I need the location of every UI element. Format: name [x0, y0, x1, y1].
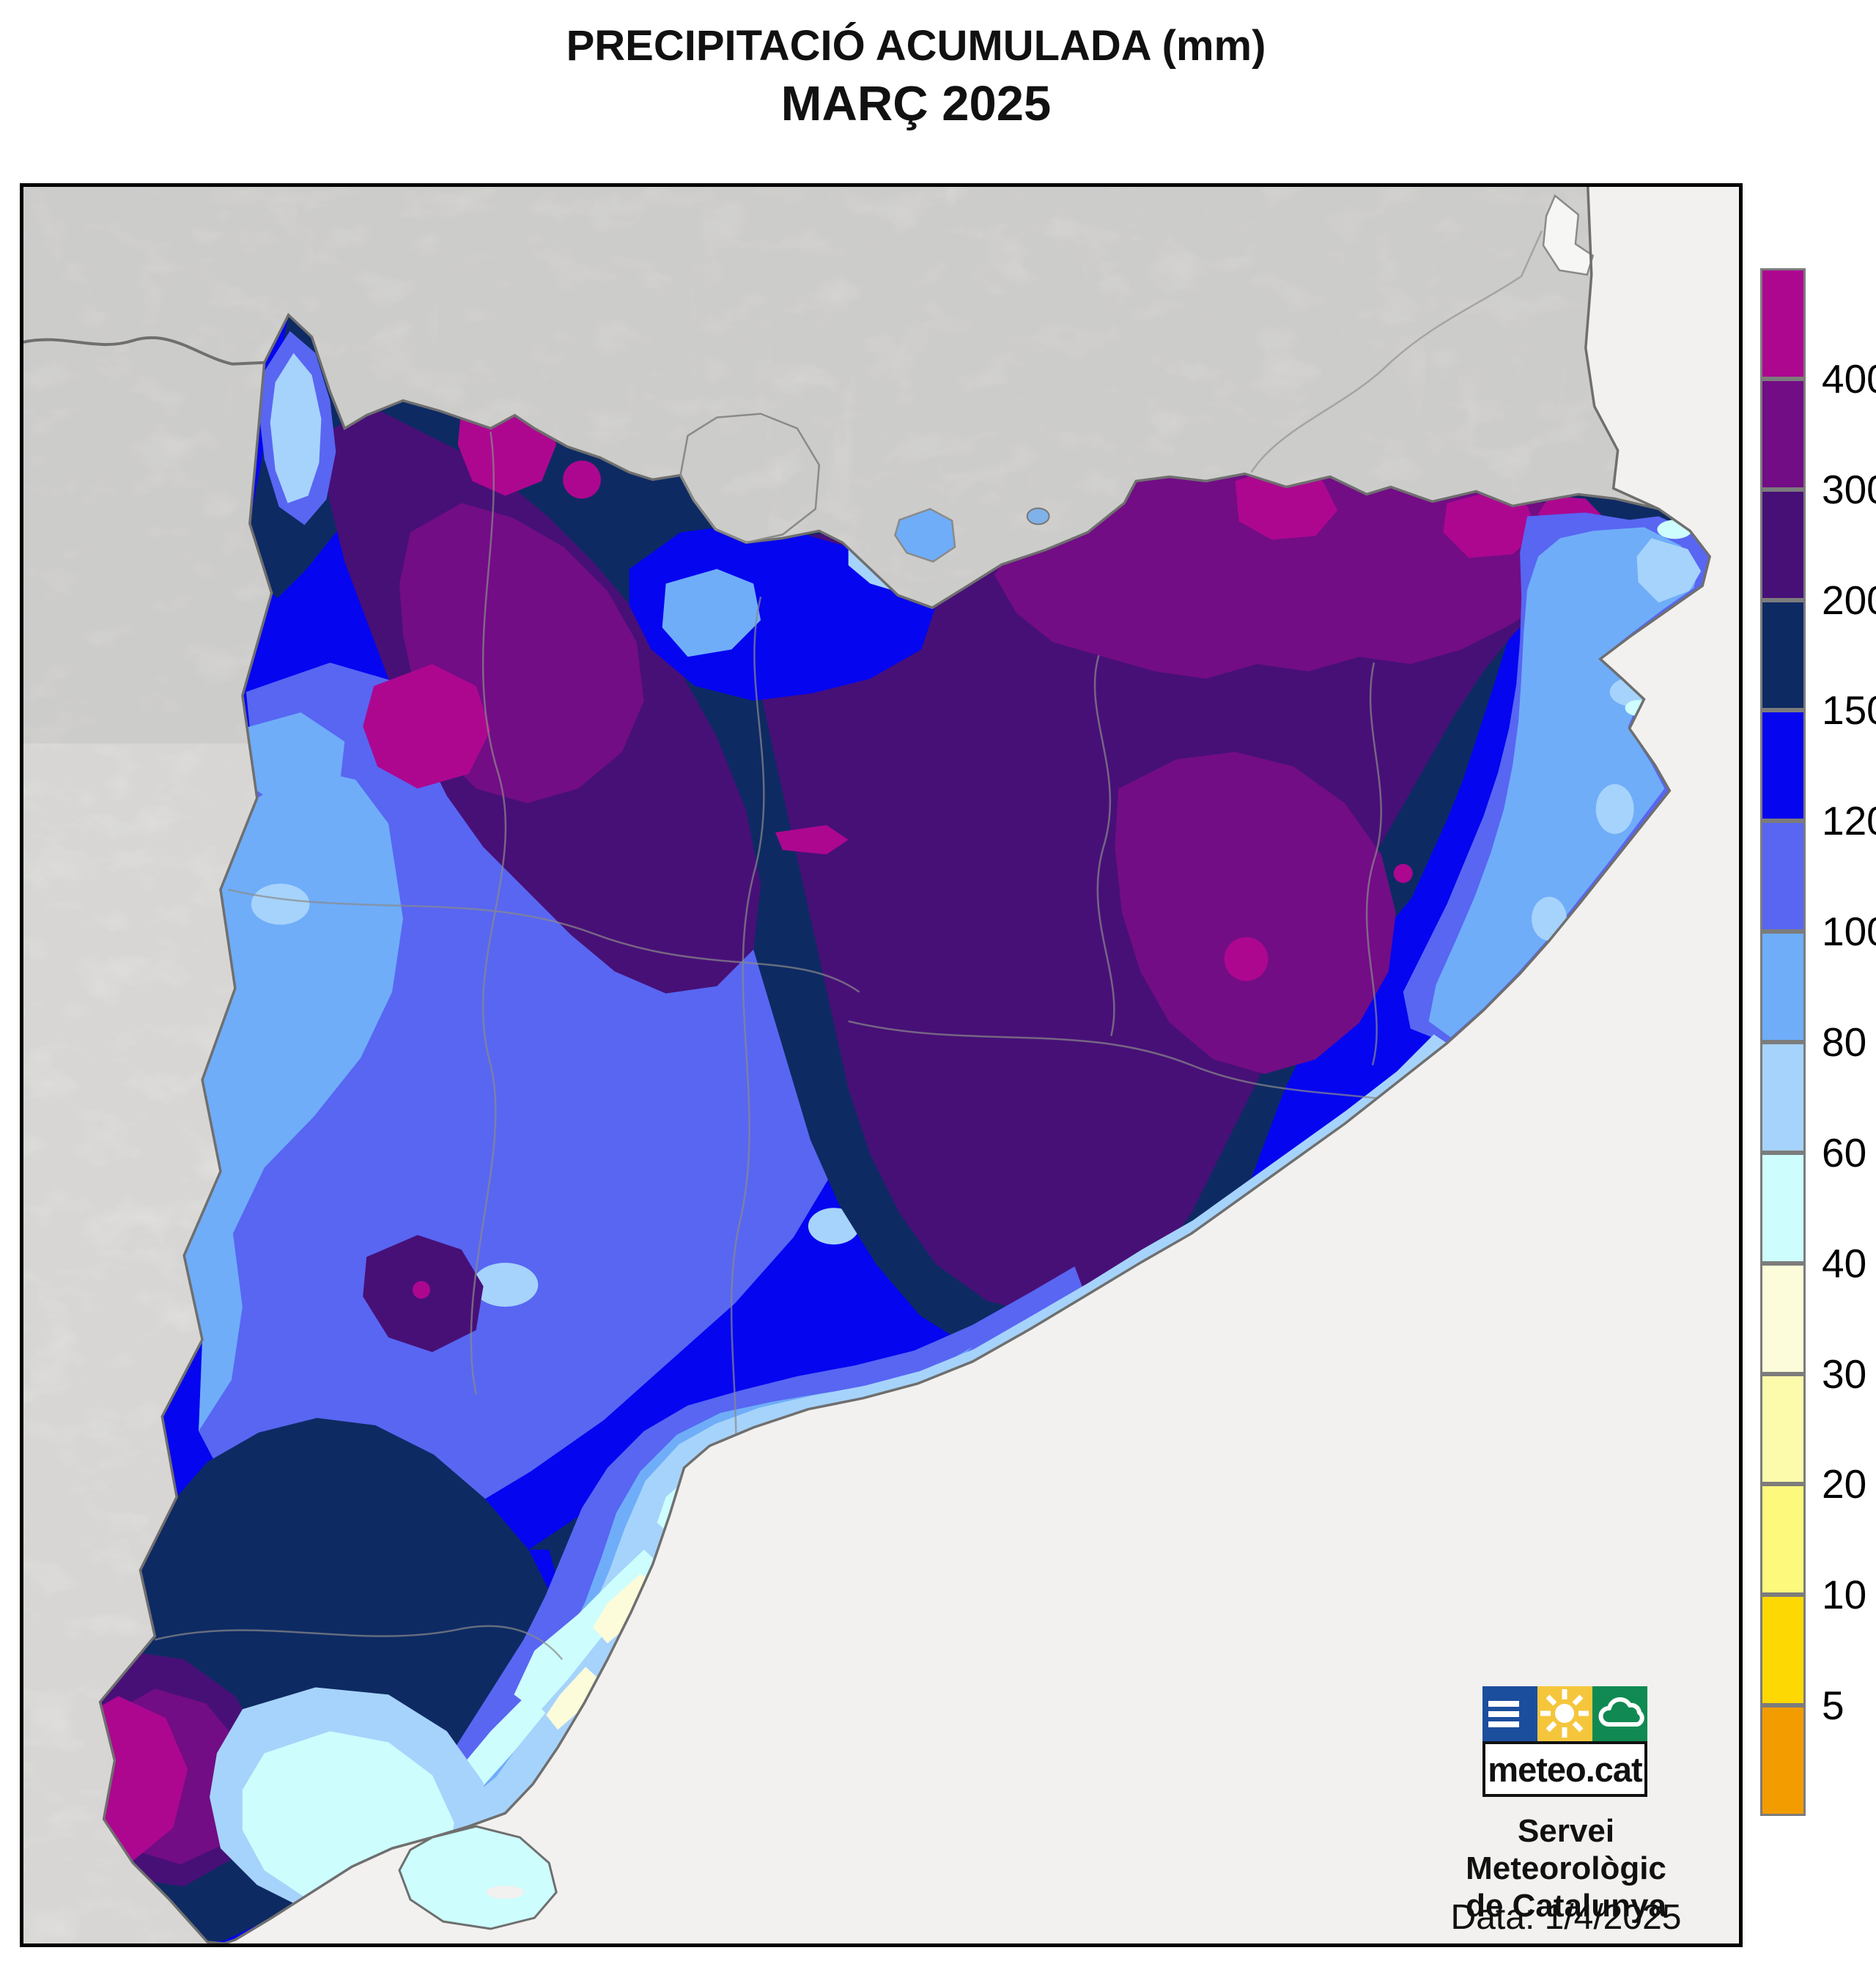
- issue-date: Data: 1/4/2025: [1450, 1898, 1682, 1937]
- legend-tick-label: 10: [1822, 1572, 1867, 1618]
- legend-swatch: [1760, 1263, 1806, 1374]
- legend-swatch: [1760, 931, 1806, 1042]
- meteocat-logo: [1482, 1686, 1647, 1741]
- comarca-boundaries: [155, 432, 1513, 1713]
- precipitation-map-svg: [23, 187, 1739, 1943]
- legend-swatch: [1760, 599, 1806, 711]
- ebre-delta: [398, 1825, 558, 1930]
- delta-lagoon: [486, 1886, 525, 1900]
- meteocat-text: meteo.cat: [1488, 1749, 1642, 1789]
- legend-tick-label: 40: [1822, 1240, 1867, 1286]
- legend-swatch: [1760, 489, 1806, 600]
- legend-tick-label: 100: [1822, 909, 1876, 955]
- legend-tick-label: 30: [1822, 1351, 1867, 1397]
- meteocat-wordmark: meteo.cat: [1482, 1741, 1647, 1797]
- precipitation-legend-colorbar: [1760, 268, 1806, 1816]
- legend-swatch: [1760, 378, 1806, 490]
- precipitation-legend-labels: 400 300 200 150 120 100 80 60 40 30 20 10 5: [1822, 268, 1876, 1816]
- legend-tick-label: 300: [1822, 466, 1876, 512]
- legend-swatch: [1760, 710, 1806, 822]
- legend-tick-label: 80: [1822, 1019, 1867, 1065]
- france-lagoon: [1542, 193, 1595, 276]
- legend-tick-label: 400: [1822, 355, 1876, 402]
- legend-tick-label: 150: [1822, 687, 1876, 734]
- legend-swatch: [1760, 1373, 1806, 1485]
- sea: [224, 187, 1739, 1943]
- legend-swatch: [1760, 1705, 1806, 1816]
- org-line-1: Servei Meteorològic: [1466, 1813, 1666, 1887]
- legend-swatch: [1760, 1595, 1806, 1706]
- legend-tick-label: 120: [1822, 798, 1876, 844]
- legend-tick-label: 60: [1822, 1129, 1867, 1175]
- map-frame: meteo.cat Servei Meteorològic de Catalun…: [20, 183, 1743, 1947]
- title-line-1: PRECIPITACIÓ ACUMULADA (mm): [566, 22, 1266, 70]
- sun-icon: [1537, 1686, 1592, 1741]
- andorra-boundary: [679, 413, 821, 544]
- france-lake: [1026, 507, 1050, 525]
- map-title: PRECIPITACIÓ ACUMULADA (mm) MARÇ 2025: [0, 22, 1832, 132]
- legend-swatch: [1760, 1042, 1806, 1153]
- legend-swatch: [1760, 1152, 1806, 1263]
- cloud-icon: [1592, 1686, 1647, 1741]
- catalonia-boundary: [98, 312, 1712, 1943]
- organization-name: Servei Meteorològic de Catalunya: [1419, 1812, 1713, 1924]
- coastline: [1584, 187, 1660, 511]
- org-line-2: de Catalunya: [1466, 1888, 1666, 1924]
- legend-tick-label: 200: [1822, 577, 1876, 623]
- legend-swatch: [1760, 1484, 1806, 1595]
- title-line-2: MARÇ 2025: [780, 75, 1052, 131]
- menu-bars-icon: [1482, 1686, 1537, 1741]
- legend-tick-label: 20: [1822, 1461, 1867, 1507]
- legend-swatch: [1760, 268, 1806, 379]
- llivia-enclave: [894, 508, 956, 563]
- legend-tick-label: 5: [1822, 1683, 1844, 1729]
- outside-admin-lines: [23, 193, 1595, 473]
- legend-swatch: [1760, 821, 1806, 932]
